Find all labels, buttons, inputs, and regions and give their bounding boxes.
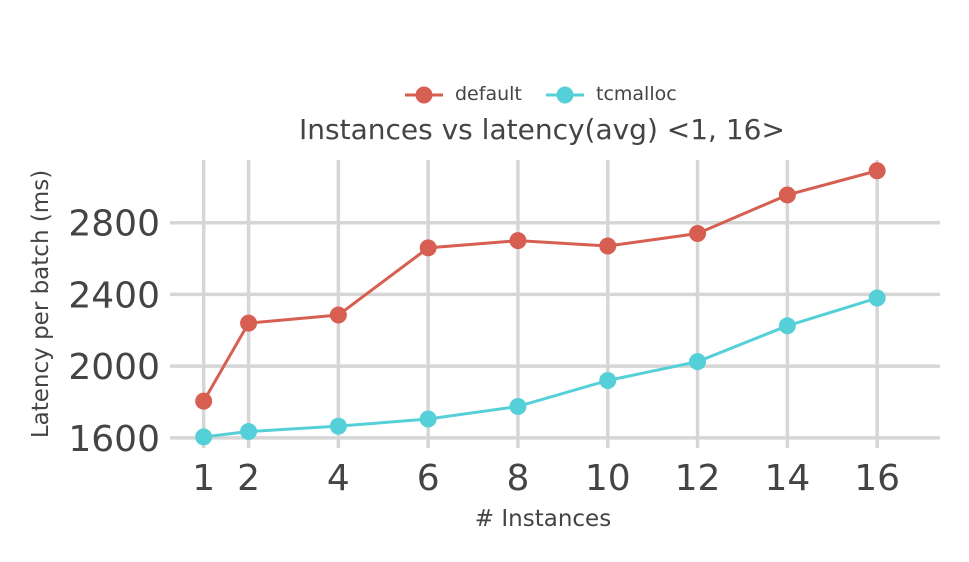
x-tick-label: 1: [192, 458, 215, 499]
y-tick-label: 2400: [68, 275, 160, 316]
data-point-tcmalloc: [509, 397, 527, 415]
data-point-tcmalloc: [329, 417, 347, 435]
grid: [170, 160, 940, 448]
data-point-tcmalloc: [778, 317, 796, 335]
data-point-default: [329, 306, 347, 324]
data-point-default: [195, 392, 213, 410]
y-axis-label: Latency per batch (ms): [28, 170, 54, 438]
data-point-default: [419, 239, 437, 257]
x-tick-labels: 1 2 4 6 8 10 12 14 16: [192, 458, 900, 499]
x-tick-label: 4: [327, 458, 350, 499]
legend-marker-tcmalloc: [556, 86, 574, 104]
data-point-tcmalloc: [195, 428, 213, 446]
y-tick-label: 1600: [68, 419, 160, 460]
data-point-tcmalloc: [419, 410, 437, 428]
data-point-tcmalloc: [689, 353, 707, 371]
legend-label-default: default: [455, 83, 522, 105]
x-tick-label: 10: [585, 458, 631, 499]
legend-label-tcmalloc: tcmalloc: [596, 83, 677, 105]
data-point-default: [509, 232, 527, 250]
y-tick-labels: 1600 2000 2400 2800: [68, 204, 160, 460]
x-tick-label: 12: [675, 458, 721, 499]
data-point-default: [778, 186, 796, 204]
data-point-default: [868, 162, 886, 180]
data-point-default: [599, 237, 617, 255]
data-point-default: [689, 224, 707, 242]
x-tick-label: 8: [507, 458, 530, 499]
x-tick-label: 6: [417, 458, 440, 499]
legend: default tcmalloc: [405, 83, 677, 105]
chart-title: Instances vs latency(avg) <1, 16>: [299, 113, 785, 146]
data-point-tcmalloc: [240, 423, 258, 441]
legend-marker-default: [415, 86, 433, 104]
series-group: [195, 162, 886, 446]
data-point-tcmalloc: [868, 289, 886, 307]
x-axis-label: # Instances: [475, 506, 611, 532]
x-tick-label: 14: [764, 458, 810, 499]
y-tick-label: 2800: [68, 204, 160, 245]
x-tick-label: 16: [854, 458, 900, 499]
x-tick-label: 2: [237, 458, 260, 499]
data-point-tcmalloc: [599, 371, 617, 389]
y-tick-label: 2000: [68, 347, 160, 388]
data-point-default: [240, 314, 258, 332]
